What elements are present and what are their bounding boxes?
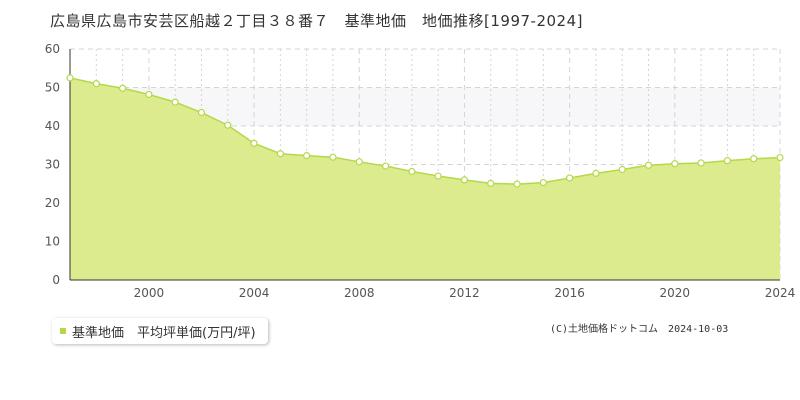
data-points [66, 74, 784, 188]
data-point [303, 152, 311, 160]
y-tick-label: 50 [45, 81, 60, 95]
data-point [592, 169, 600, 177]
data-point [566, 174, 574, 182]
y-tick-label: 0 [52, 273, 60, 287]
data-point [618, 165, 626, 174]
axes [69, 49, 780, 281]
legend-label: 基準地価 平均坪単価(万円/坪) [72, 325, 256, 341]
data-point [224, 121, 232, 129]
x-tick-label: 2024 [765, 286, 796, 300]
x-tick-label: 2016 [554, 286, 585, 300]
series-line [69, 77, 781, 185]
x-tick-label: 2020 [660, 286, 691, 300]
data-point [329, 153, 337, 161]
y-tick-label: 30 [45, 158, 60, 172]
y-tick-label: 20 [45, 196, 60, 210]
x-tick-label: 2000 [134, 286, 165, 300]
area-fill [70, 77, 780, 280]
chart-title: 広島県広島市安芸区船越２丁目３８番７ 基準地価 地価推移[1997-2024] [50, 12, 583, 30]
x-tick-label: 2012 [449, 286, 480, 300]
x-tick-labels: 2000 2004 2008 2012 2016 2020 2024 [134, 286, 796, 300]
data-point [539, 178, 547, 187]
data-point [697, 159, 705, 167]
data-point [118, 84, 127, 92]
data-point [434, 172, 442, 180]
data-point [408, 167, 416, 176]
data-point [750, 155, 758, 163]
y-tick-labels: 0 10 20 30 40 50 60 [45, 42, 60, 287]
data-point [776, 153, 784, 162]
price-area [69, 77, 781, 280]
square-marker-icon [60, 328, 66, 334]
copyright-footer: (C)土地価格ドットコム 2024-10-03 [550, 324, 729, 335]
data-point [381, 162, 390, 170]
data-point [197, 108, 206, 117]
data-point [671, 160, 679, 168]
data-point [145, 90, 153, 99]
data-point [276, 150, 284, 158]
y-tick-label: 10 [45, 235, 60, 249]
data-point [92, 80, 100, 88]
y-tick-label: 40 [45, 119, 60, 133]
data-point [723, 157, 732, 165]
y-tick-label: 60 [45, 42, 60, 56]
data-point [460, 176, 469, 184]
data-point [513, 180, 521, 188]
x-tick-label: 2004 [239, 286, 270, 300]
data-point [171, 98, 179, 106]
data-point [644, 161, 653, 169]
data-point [66, 74, 74, 82]
data-point [487, 179, 495, 187]
legend[interactable]: 基準地価 平均坪単価(万円/坪) [52, 318, 268, 344]
data-point [250, 139, 258, 147]
x-tick-label: 2008 [344, 286, 375, 300]
data-point [355, 158, 363, 166]
